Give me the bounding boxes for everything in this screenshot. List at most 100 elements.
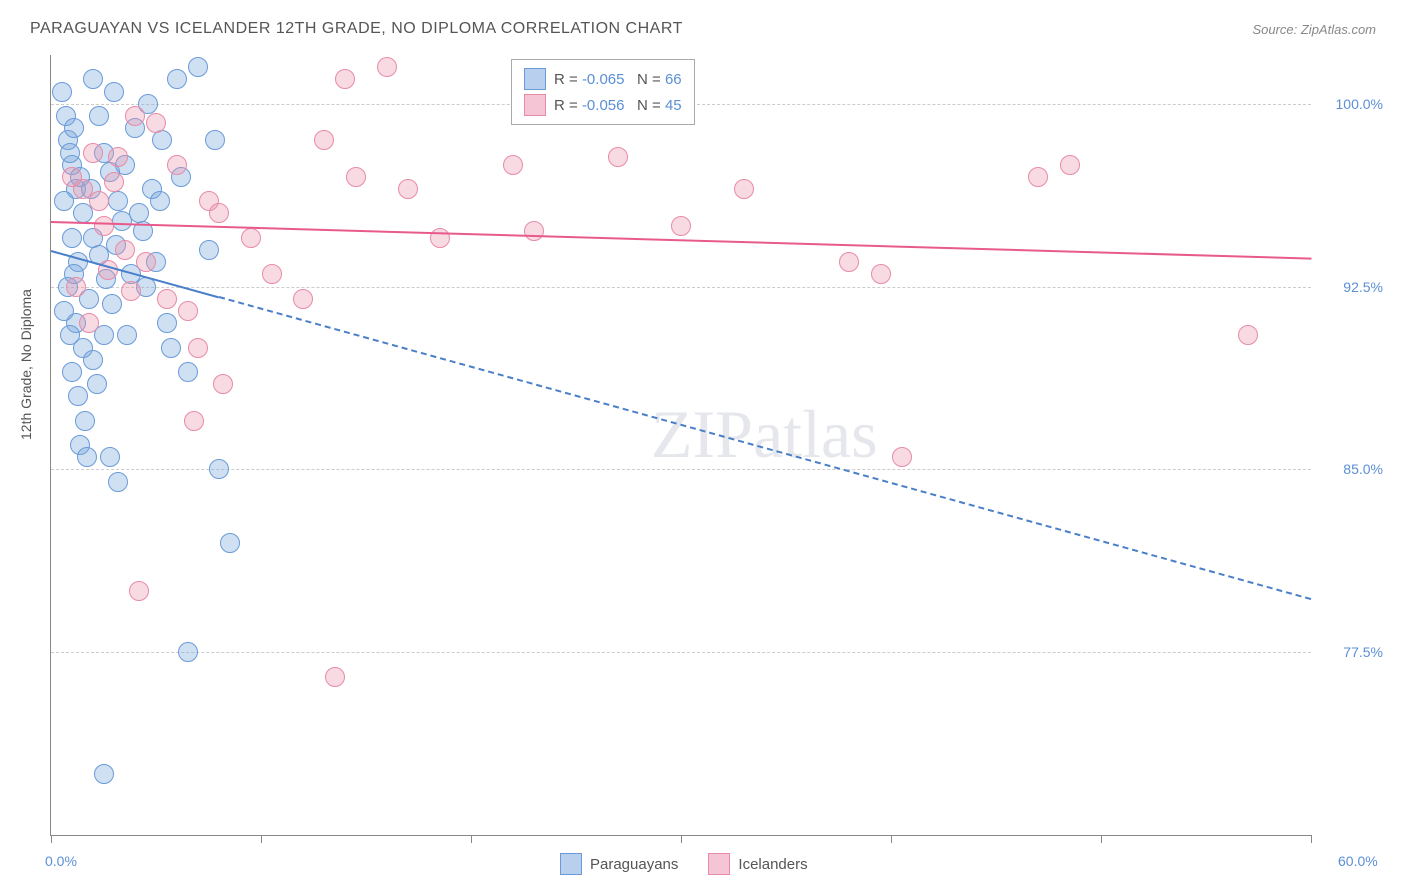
- data-point: [89, 106, 109, 126]
- chart-container: PARAGUAYAN VS ICELANDER 12TH GRADE, NO D…: [0, 0, 1406, 892]
- data-point: [60, 325, 80, 345]
- data-point: [83, 350, 103, 370]
- legend-swatch: [708, 853, 730, 875]
- data-point: [68, 386, 88, 406]
- legend-stats-text: R = -0.056 N = 45: [554, 97, 682, 114]
- data-point: [121, 281, 141, 301]
- data-point: [146, 113, 166, 133]
- data-point: [94, 764, 114, 784]
- x-tick: [891, 835, 892, 843]
- data-point: [112, 211, 132, 231]
- y-tick-label: 92.5%: [1343, 279, 1383, 295]
- x-tick: [681, 835, 682, 843]
- data-point: [89, 191, 109, 211]
- data-point: [87, 374, 107, 394]
- data-point: [52, 82, 72, 102]
- data-point: [54, 301, 74, 321]
- data-point: [167, 69, 187, 89]
- data-point: [104, 82, 124, 102]
- legend-swatch: [524, 68, 546, 90]
- data-point: [892, 447, 912, 467]
- y-tick-label: 77.5%: [1343, 644, 1383, 660]
- data-point: [108, 147, 128, 167]
- legend-stats: R = -0.065 N = 66 R = -0.056 N = 45: [511, 59, 695, 125]
- data-point: [734, 179, 754, 199]
- data-point: [871, 264, 891, 284]
- data-point: [129, 581, 149, 601]
- data-point: [184, 411, 204, 431]
- data-point: [293, 289, 313, 309]
- x-tick: [471, 835, 472, 843]
- legend-stats-row: R = -0.065 N = 66: [524, 66, 682, 92]
- data-point: [1238, 325, 1258, 345]
- source-label: Source: ZipAtlas.com: [1252, 22, 1376, 37]
- legend-stats-row: R = -0.056 N = 45: [524, 92, 682, 118]
- legend-stats-text: R = -0.065 N = 66: [554, 71, 682, 88]
- legend-item: Icelanders: [708, 853, 807, 875]
- data-point: [209, 203, 229, 223]
- data-point: [220, 533, 240, 553]
- data-point: [335, 69, 355, 89]
- gridline-h: [51, 469, 1311, 470]
- data-point: [209, 459, 229, 479]
- data-point: [75, 411, 95, 431]
- legend-item: Paraguayans: [560, 853, 678, 875]
- x-tick: [51, 835, 52, 843]
- legend-label: Paraguayans: [590, 856, 678, 873]
- data-point: [100, 447, 120, 467]
- data-point: [398, 179, 418, 199]
- data-point: [117, 325, 137, 345]
- data-point: [188, 338, 208, 358]
- data-point: [346, 167, 366, 187]
- x-tick-label-min: 0.0%: [45, 853, 77, 869]
- data-point: [167, 155, 187, 175]
- data-point: [54, 191, 74, 211]
- data-point: [108, 191, 128, 211]
- data-point: [671, 216, 691, 236]
- data-point: [241, 228, 261, 248]
- data-point: [83, 69, 103, 89]
- data-point: [205, 130, 225, 150]
- data-point: [1028, 167, 1048, 187]
- data-point: [503, 155, 523, 175]
- data-point: [77, 447, 97, 467]
- x-tick-label-max: 60.0%: [1338, 853, 1378, 869]
- data-point: [64, 118, 84, 138]
- data-point: [83, 143, 103, 163]
- legend-swatch: [524, 94, 546, 116]
- data-point: [62, 228, 82, 248]
- data-point: [102, 294, 122, 314]
- data-point: [430, 228, 450, 248]
- data-point: [136, 252, 156, 272]
- data-point: [62, 362, 82, 382]
- data-point: [377, 57, 397, 77]
- data-point: [608, 147, 628, 167]
- data-point: [178, 301, 198, 321]
- data-point: [79, 313, 99, 333]
- data-point: [108, 472, 128, 492]
- legend-swatch: [560, 853, 582, 875]
- y-tick-label: 100.0%: [1336, 96, 1383, 112]
- data-point: [73, 203, 93, 223]
- data-point: [104, 172, 124, 192]
- data-point: [1060, 155, 1080, 175]
- data-point: [188, 57, 208, 77]
- data-point: [152, 130, 172, 150]
- legend-label: Icelanders: [738, 856, 807, 873]
- gridline-h: [51, 287, 1311, 288]
- data-point: [157, 313, 177, 333]
- gridline-h: [51, 652, 1311, 653]
- data-point: [161, 338, 181, 358]
- data-point: [213, 374, 233, 394]
- data-point: [839, 252, 859, 272]
- data-point: [94, 216, 114, 236]
- data-point: [524, 221, 544, 241]
- data-point: [66, 277, 86, 297]
- data-point: [262, 264, 282, 284]
- x-tick: [261, 835, 262, 843]
- x-tick: [1101, 835, 1102, 843]
- data-point: [178, 362, 198, 382]
- data-point: [314, 130, 334, 150]
- watermark: ZIPatlas: [651, 395, 878, 474]
- y-tick-label: 85.0%: [1343, 461, 1383, 477]
